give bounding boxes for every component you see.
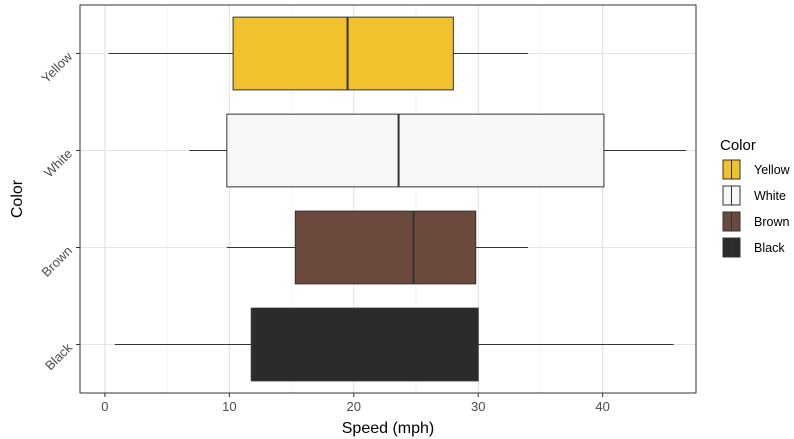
- box-white: [189, 113, 687, 188]
- x-axis-title: Speed (mph): [342, 420, 435, 437]
- legend-key-white: White: [722, 185, 786, 206]
- x-tick-label: 40: [595, 399, 609, 414]
- legend-key-yellow: Yellow: [722, 159, 791, 180]
- legend-title: Color: [720, 137, 756, 154]
- box-yellow: [108, 16, 528, 91]
- box-brown: [226, 210, 528, 285]
- box-iqr: [232, 16, 454, 91]
- legend-label: Black: [754, 241, 785, 255]
- x-axis: 0 10 20 30 40: [101, 393, 610, 414]
- box-black: [114, 307, 674, 382]
- x-tick-label: 0: [101, 399, 108, 414]
- boxes-layer: [108, 16, 687, 382]
- x-tick-label: 20: [347, 399, 361, 414]
- x-tick-label: 30: [471, 399, 485, 414]
- x-tick-label: 10: [222, 399, 236, 414]
- legend: Color Yellow White Brown Black: [720, 137, 791, 258]
- legend-key-black: Black: [722, 237, 785, 258]
- box-iqr: [294, 210, 477, 285]
- box-iqr: [251, 307, 479, 382]
- legend-key-brown: Brown: [722, 211, 789, 232]
- panel-border: [79, 4, 697, 394]
- y-axis-title: Color: [9, 179, 26, 218]
- box-iqr: [226, 113, 605, 188]
- legend-label: White: [754, 189, 786, 203]
- legend-label: Brown: [754, 215, 789, 229]
- legend-label: Yellow: [754, 163, 791, 177]
